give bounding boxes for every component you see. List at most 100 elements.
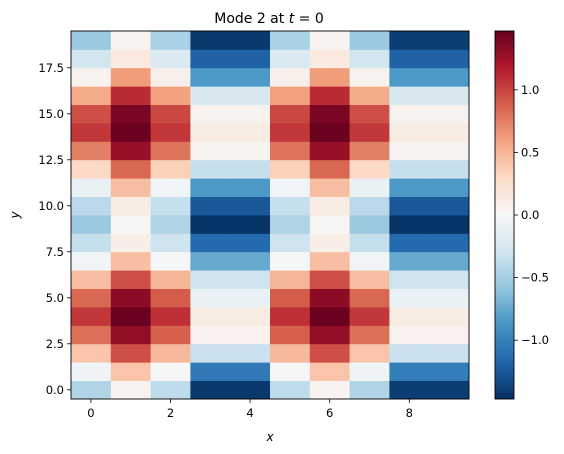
heatmap-cell xyxy=(110,159,151,179)
heatmap-cell xyxy=(150,288,191,308)
plot-frame xyxy=(70,30,470,400)
heatmap-cell xyxy=(230,31,271,50)
y-tick-label: 10.0 xyxy=(38,199,64,213)
heatmap-cell xyxy=(429,67,470,87)
heatmap-cell xyxy=(230,270,271,289)
heatmap-cell xyxy=(429,159,470,179)
heatmap-cell xyxy=(71,288,112,308)
heatmap-cell xyxy=(150,67,191,87)
heatmap-cell xyxy=(150,343,191,363)
heatmap-cell xyxy=(190,86,231,105)
heatmap-cell xyxy=(71,67,112,87)
heatmap-cell xyxy=(389,251,430,271)
heatmap-cell xyxy=(309,31,350,50)
colorbar-tick-label: 0.0 xyxy=(521,208,539,222)
heatmap-cell xyxy=(71,325,112,345)
heatmap-cell xyxy=(190,307,231,326)
heatmap-cell xyxy=(389,67,430,87)
heatmap-cell xyxy=(150,123,191,142)
heatmap-cell xyxy=(309,141,350,161)
heatmap-cell xyxy=(389,86,430,105)
x-axis-label: x xyxy=(265,430,274,444)
heatmap-cell xyxy=(150,104,191,124)
heatmap-cell xyxy=(190,380,231,400)
colorbar-tick-label: −0.5 xyxy=(521,271,549,285)
heatmap-cell xyxy=(110,104,151,124)
heatmap-cell xyxy=(270,123,311,142)
heatmap-cell xyxy=(429,362,470,381)
heatmap-cell xyxy=(71,159,112,179)
heatmap-cell xyxy=(309,343,350,363)
x-axis: 0 2 4 6 8 xyxy=(87,399,413,420)
heatmap-cell xyxy=(429,196,470,216)
heatmap-cell xyxy=(389,104,430,124)
heatmap-cell xyxy=(309,104,350,124)
heatmap-cell xyxy=(429,123,470,142)
heatmap-cell xyxy=(309,233,350,253)
heatmap-cell xyxy=(190,343,231,363)
heatmap-cell xyxy=(190,288,231,308)
heatmap-cell xyxy=(270,288,311,308)
x-tick-label: 0 xyxy=(87,406,94,420)
heatmap-cell xyxy=(270,325,311,345)
heatmap-cell xyxy=(389,325,430,345)
heatmap-cell xyxy=(309,178,350,197)
heatmap-cell xyxy=(270,307,311,326)
heatmap-cell xyxy=(389,49,430,69)
heatmap-cell xyxy=(71,141,112,161)
heatmap-cell xyxy=(349,196,390,216)
heatmap-cell xyxy=(349,380,390,400)
heatmap-cell xyxy=(230,215,271,234)
heatmap-cell xyxy=(270,49,311,69)
heatmap-cell xyxy=(270,67,311,87)
heatmap-cell xyxy=(150,141,191,161)
heatmap-cell xyxy=(309,251,350,271)
heatmap-cell xyxy=(150,215,191,234)
heatmap-cell xyxy=(270,196,311,216)
heatmap-cell xyxy=(110,380,151,400)
heatmap-cell xyxy=(349,233,390,253)
y-tick-label: 0.0 xyxy=(46,383,64,397)
heatmap-cell xyxy=(429,31,470,50)
heatmap-cell xyxy=(71,343,112,363)
heatmap-cell xyxy=(110,196,151,216)
heatmap-cell xyxy=(389,307,430,326)
heatmap-cell xyxy=(150,325,191,345)
heatmap-cell xyxy=(230,104,271,124)
heatmap-cell xyxy=(110,67,151,87)
heatmap-cell xyxy=(150,196,191,216)
x-tick-label: 6 xyxy=(326,406,333,420)
heatmap-cell xyxy=(150,251,191,271)
colorbar xyxy=(494,30,515,400)
heatmap-cell xyxy=(309,123,350,142)
heatmap-cell xyxy=(429,343,470,363)
heatmap-cell xyxy=(389,159,430,179)
heatmap-cell xyxy=(349,31,390,50)
heatmap-cell xyxy=(429,141,470,161)
heatmap-cell xyxy=(309,67,350,87)
x-tick-label: 8 xyxy=(406,406,413,420)
heatmap-cell xyxy=(270,233,311,253)
heatmap-cell xyxy=(190,362,231,381)
y-tick-label: 12.5 xyxy=(38,153,64,167)
heatmap-cell xyxy=(230,196,271,216)
heatmap-cell xyxy=(270,362,311,381)
heatmap-cell xyxy=(389,270,430,289)
heatmap-cell xyxy=(230,288,271,308)
heatmap-cell xyxy=(429,288,470,308)
heatmap-cell xyxy=(190,196,231,216)
heatmap-cell xyxy=(110,31,151,50)
y-tick-label: 15.0 xyxy=(38,107,64,121)
heatmap-cell xyxy=(389,343,430,363)
heatmap-cell xyxy=(270,215,311,234)
heatmap-cell xyxy=(230,159,271,179)
heatmap-cell xyxy=(230,233,271,253)
heatmap-cell xyxy=(389,233,430,253)
heatmap-cell xyxy=(309,159,350,179)
heatmap-cell xyxy=(150,270,191,289)
heatmap-cell xyxy=(230,67,271,87)
heatmap-cell xyxy=(190,215,231,234)
heatmap-cell xyxy=(270,86,311,105)
heatmap-cell xyxy=(349,49,390,69)
heatmap-cells xyxy=(71,31,470,400)
